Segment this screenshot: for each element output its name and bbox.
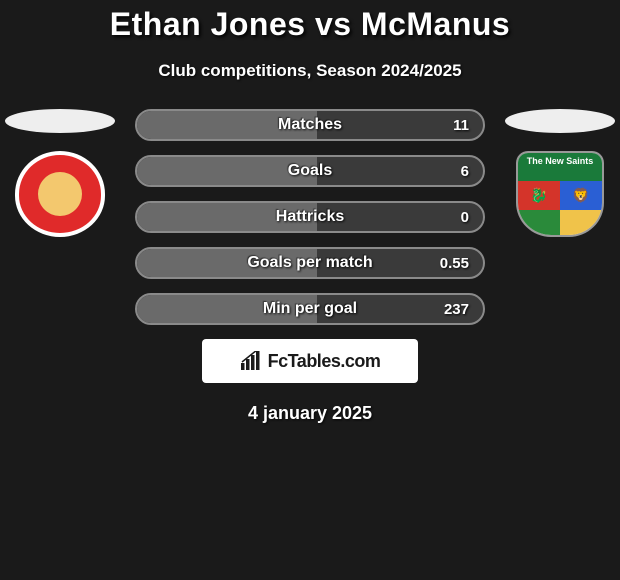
- stat-value: 0: [461, 209, 469, 226]
- page-subtitle: Club competitions, Season 2024/2025: [0, 61, 620, 81]
- right-team-crest: The New Saints 🐉 🦁: [510, 151, 610, 237]
- crest-q2: 🦁: [560, 181, 602, 210]
- stat-row: Goals 6: [135, 155, 485, 187]
- stat-value: 11: [453, 117, 469, 134]
- crest-q1: 🐉: [518, 181, 560, 210]
- crest-inner-icon: [38, 172, 82, 216]
- lion-icon: 🦁: [560, 181, 602, 210]
- comparison-card: Ethan Jones vs McManus Club competitions…: [0, 0, 620, 424]
- stats-section: The New Saints 🐉 🦁 Matches 11 Goals 6 Hattri…: [0, 109, 620, 325]
- crest-q4: [560, 210, 602, 237]
- stat-label: Goals: [288, 162, 332, 180]
- stat-label: Min per goal: [263, 300, 357, 318]
- shield-icon: [15, 151, 105, 237]
- stat-value: 237: [444, 301, 469, 318]
- stat-row: Goals per match 0.55: [135, 247, 485, 279]
- page-title: Ethan Jones vs McManus: [0, 6, 620, 43]
- stat-label: Goals per match: [247, 254, 372, 272]
- stat-value: 0.55: [440, 255, 469, 272]
- bar-chart-icon: [240, 351, 262, 371]
- stats-list: Matches 11 Goals 6 Hattricks 0 Goals per match…: [135, 109, 485, 325]
- dragon-icon: 🐉: [518, 181, 560, 210]
- footer-date: 4 january 2025: [0, 403, 620, 424]
- crest-q3: [518, 210, 560, 237]
- shield-icon: The New Saints 🐉 🦁: [516, 151, 604, 237]
- left-ellipse: [5, 109, 115, 133]
- stat-row: Matches 11: [135, 109, 485, 141]
- left-team-column: [0, 109, 120, 237]
- stat-label: Matches: [278, 116, 342, 134]
- brand-badge[interactable]: FcTables.com: [202, 339, 418, 383]
- left-team-crest: [10, 151, 110, 237]
- stat-row: Min per goal 237: [135, 293, 485, 325]
- stat-value: 6: [461, 163, 469, 180]
- crest-banner: The New Saints: [518, 153, 602, 181]
- right-ellipse: [505, 109, 615, 133]
- brand-text: FcTables.com: [268, 351, 381, 372]
- stat-label: Hattricks: [276, 208, 344, 226]
- stat-row: Hattricks 0: [135, 201, 485, 233]
- right-team-column: The New Saints 🐉 🦁: [500, 109, 620, 237]
